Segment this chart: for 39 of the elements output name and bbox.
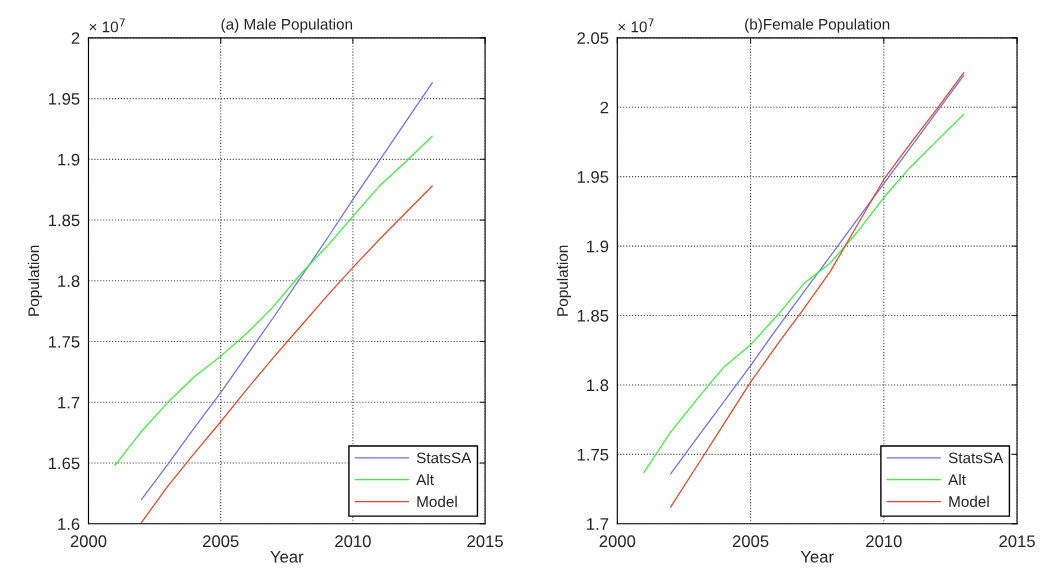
y-tick-label: 1.85 [577,309,609,322]
y-tick-label: 1.75 [577,448,609,461]
x-tick-label: 2010 [866,535,902,548]
x-tick-label: 2005 [202,535,239,548]
chart-title: (b)Female Population [745,18,890,33]
text: × 10$^{7}$ [89,18,125,33]
x-tick-label: 2000 [599,535,636,548]
legend-label: StatsSA [948,452,1004,464]
text: × 10$^{7}$ [618,18,654,33]
y-tick-label: 1.85 [48,214,80,227]
y-tick-label: 1.8 [587,379,609,392]
legend-label: Model [949,495,989,508]
y-tick-label: 1.65 [48,457,80,470]
y-tick-label: 1.95 [48,92,80,105]
y-tick-label: 2 [600,101,609,114]
y-tick-label: 2 [71,32,80,44]
y-tick-label: 1.7 [58,396,80,409]
y-tick-label: 1.7 [587,518,609,530]
legend-label: StatsSA [416,452,472,464]
legend-label: Model [417,495,457,508]
x-tick-label: 2000 [70,535,107,548]
y-tick-label: 1.9 [58,153,80,166]
y-tick-label: 1.95 [577,171,609,183]
x-axis-title: Year [270,551,304,563]
y-tick-label: 2.05 [577,32,609,45]
x-tick-label: 2015 [467,535,503,548]
x-tick-label: 2005 [732,535,769,548]
y-axis-title: Population [27,245,43,316]
legend-label: Alt [416,473,434,486]
y-tick-label: 1.75 [48,336,80,348]
legend-label: Alt [948,473,966,486]
y-tick-label: 1.9 [587,240,609,253]
y-tick-label: 1.8 [58,275,80,288]
chart-title: (a) Male Population [221,18,353,33]
x-tick-label: 2015 [999,535,1035,548]
y-axis-title: Population [556,245,571,316]
x-tick-label: 2010 [335,535,371,548]
y-tick-label: 1.6 [58,518,80,530]
x-axis-title: Year [800,551,834,563]
